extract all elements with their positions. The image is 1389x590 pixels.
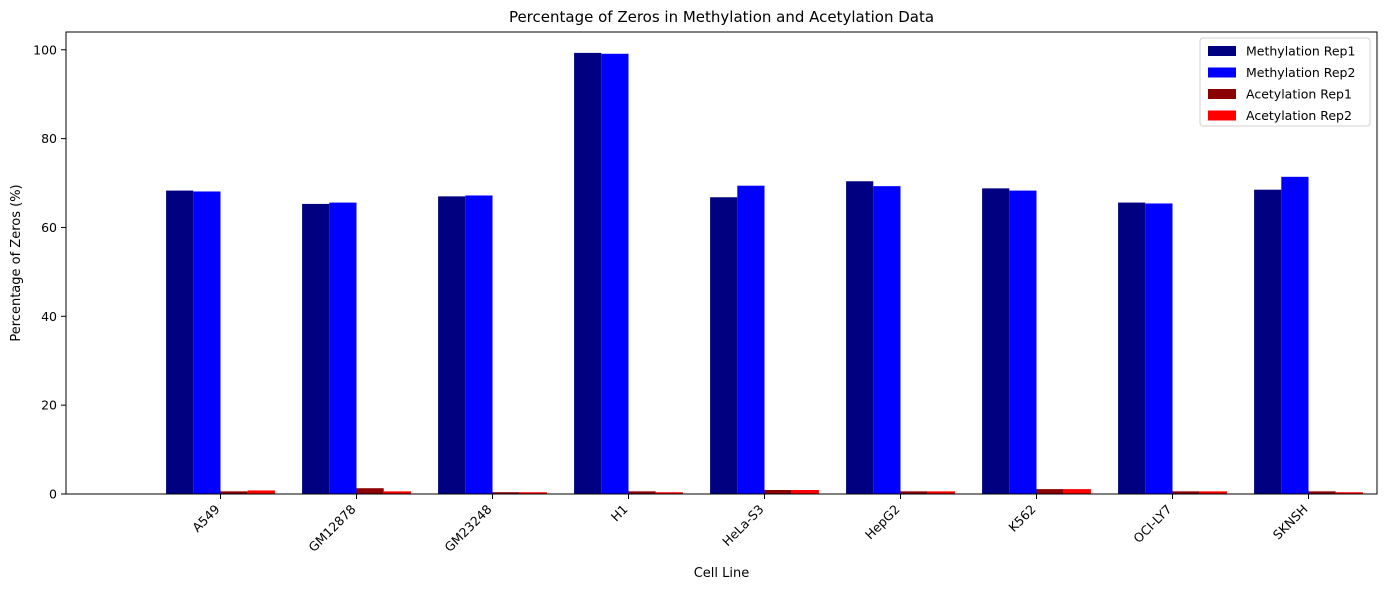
bar-a549-acetylation-rep2	[247, 490, 275, 494]
bar-sknsh-acetylation-rep2	[1335, 492, 1363, 494]
bar-k562-methylation-rep1	[982, 188, 1010, 494]
y-tick-label: 20	[41, 398, 57, 413]
bar-oci-ly7-methylation-rep2	[1145, 203, 1173, 494]
bar-gm12878-acetylation-rep2	[383, 491, 411, 494]
bar-sknsh-acetylation-rep1	[1308, 491, 1336, 494]
bars-group	[166, 52, 1363, 495]
bar-h1-acetylation-rep1	[628, 491, 656, 494]
bar-gm12878-methylation-rep2	[329, 202, 357, 495]
bar-gm23248-acetylation-rep1	[492, 492, 520, 494]
bar-k562-acetylation-rep1	[1036, 489, 1064, 494]
bar-oci-ly7-acetylation-rep2	[1199, 491, 1227, 494]
y-tick-label: 100	[33, 42, 57, 57]
bar-oci-ly7-methylation-rep1	[1118, 202, 1146, 495]
bar-hepg2-methylation-rep1	[846, 181, 874, 494]
legend-label-acetylation-rep2: Acetylation Rep2	[1246, 108, 1352, 123]
bar-hepg2-methylation-rep2	[873, 186, 901, 494]
legend: Methylation Rep1 Methylation Rep2 Acetylat…	[1199, 37, 1371, 127]
y-tick-label: 60	[41, 220, 57, 235]
bar-k562-acetylation-rep2	[1063, 489, 1091, 494]
x-tick-label-hela-s3: HeLa-S3	[719, 502, 766, 549]
x-axis-label: Cell Line	[694, 566, 750, 581]
x-tick-label-sknsh: SKNSH	[1270, 502, 1311, 543]
bar-hela-s3-acetylation-rep1	[764, 490, 792, 494]
plot-area-frame	[65, 31, 1378, 495]
bar-gm12878-acetylation-rep1	[356, 488, 384, 494]
bar-gm23248-methylation-rep2	[465, 195, 493, 494]
y-tick-label: 80	[41, 131, 57, 146]
bar-sknsh-methylation-rep1	[1254, 189, 1282, 495]
x-tick-label-a549: A549	[189, 501, 223, 535]
x-tick-label-h1: H1	[608, 502, 631, 525]
legend-swatch-acetylation-rep1	[1208, 89, 1236, 99]
legend-swatch-acetylation-rep2	[1208, 110, 1236, 121]
bar-gm23248-methylation-rep1	[438, 196, 466, 494]
bar-h1-acetylation-rep2	[655, 492, 683, 494]
y-tick-label: 0	[49, 487, 57, 502]
bar-a549-methylation-rep1	[166, 190, 194, 494]
legend-label-methylation-rep1: Methylation Rep1	[1246, 44, 1355, 59]
bar-oci-ly7-acetylation-rep1	[1172, 491, 1200, 494]
bar-k562-methylation-rep2	[1009, 190, 1037, 494]
bar-hela-s3-methylation-rep2	[737, 185, 765, 494]
bar-h1-methylation-rep2	[601, 53, 629, 495]
x-tick-label-gm23248: GM23248	[441, 501, 494, 554]
legend-label-methylation-rep2: Methylation Rep2	[1246, 65, 1355, 80]
bar-a549-methylation-rep2	[193, 191, 221, 494]
x-tick-label-gm12878: GM12878	[305, 501, 358, 554]
bar-a549-acetylation-rep1	[220, 491, 248, 494]
bar-hepg2-acetylation-rep1	[900, 491, 928, 494]
y-tick-label: 40	[41, 309, 57, 324]
legend-box	[1199, 37, 1371, 127]
bar-hela-s3-acetylation-rep2	[791, 490, 819, 494]
bar-sknsh-methylation-rep2	[1281, 176, 1309, 495]
legend-label-acetylation-rep1: Acetylation Rep1	[1246, 87, 1352, 102]
bar-gm23248-acetylation-rep2	[519, 492, 547, 494]
chart-title: Percentage of Zeros in Methylation and A…	[509, 8, 934, 26]
legend-swatch-methylation-rep1	[1208, 46, 1236, 56]
bar-h1-methylation-rep1	[574, 52, 602, 494]
bar-gm12878-methylation-rep1	[302, 203, 330, 495]
x-tick-label-oci-ly7: OCI-LY7	[1130, 502, 1174, 546]
bar-hela-s3-methylation-rep1	[710, 197, 738, 494]
x-tick-label-k562: K562	[1005, 502, 1038, 535]
bar-hepg2-acetylation-rep2	[927, 491, 955, 494]
legend-swatch-methylation-rep2	[1208, 67, 1236, 78]
x-axis: A549 GM12878 GM23248 H1 HeLa-S3 HepG2 K562 OCI-…	[189, 494, 1311, 555]
y-axis-label: Percentage of Zeros (%)	[9, 184, 24, 341]
x-tick-label-hepg2: HepG2	[862, 502, 903, 543]
y-axis: 0 20 40 60 80 100	[33, 42, 66, 502]
